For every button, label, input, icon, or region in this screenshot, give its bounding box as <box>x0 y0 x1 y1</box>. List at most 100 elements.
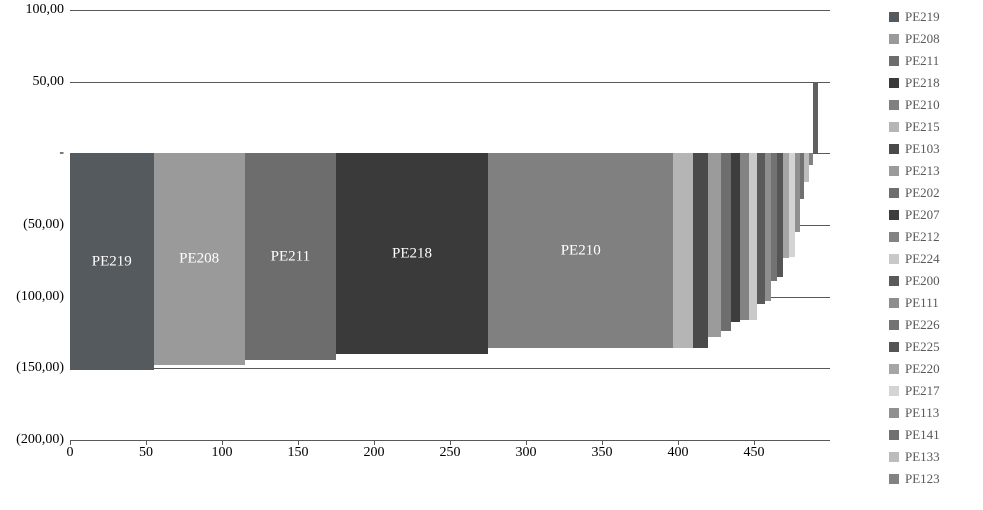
bar-extra <box>813 82 818 154</box>
plot-area: 100,0050,00-(50,00)(100,00)(150,00)(200,… <box>70 10 830 441</box>
legend-item: PE123 <box>889 468 979 490</box>
x-tick-label: 100 <box>212 440 233 460</box>
legend-item: PE111 <box>889 292 979 314</box>
bar-PE207 <box>731 153 740 322</box>
legend-swatch <box>889 210 899 220</box>
legend-item: PE200 <box>889 270 979 292</box>
legend-swatch <box>889 298 899 308</box>
legend-swatch <box>889 188 899 198</box>
legend-label: PE208 <box>905 31 940 47</box>
legend-label: PE225 <box>905 339 940 355</box>
x-tick-label: 50 <box>139 440 153 460</box>
legend-item: PE202 <box>889 182 979 204</box>
legend-label: PE224 <box>905 251 940 267</box>
legend-item: PE212 <box>889 226 979 248</box>
y-tick-label: - <box>4 146 70 160</box>
legend-swatch <box>889 430 899 440</box>
bar-label: PE210 <box>561 242 601 259</box>
gridline-y <box>70 10 830 11</box>
legend-swatch <box>889 276 899 286</box>
x-tick-label: 450 <box>744 440 765 460</box>
bar-PE123 <box>809 153 814 164</box>
bar-PE212 <box>740 153 749 319</box>
x-tick-label: 200 <box>364 440 385 460</box>
y-tick-label: (200,00) <box>4 433 70 447</box>
bar-PE200 <box>757 153 765 304</box>
legend-item: PE103 <box>889 138 979 160</box>
legend-item: PE210 <box>889 94 979 116</box>
mac-chart: 100,0050,00-(50,00)(100,00)(150,00)(200,… <box>70 0 880 470</box>
legend-item: PE113 <box>889 402 979 424</box>
bar-PE213 <box>708 153 720 336</box>
legend-item: PE133 <box>889 446 979 468</box>
legend-item: PE218 <box>889 72 979 94</box>
y-tick-label: 50,00 <box>4 75 70 89</box>
legend-item: PE213 <box>889 160 979 182</box>
legend-swatch <box>889 56 899 66</box>
x-tick-label: 250 <box>440 440 461 460</box>
legend-swatch <box>889 364 899 374</box>
legend-swatch <box>889 144 899 154</box>
legend-swatch <box>889 408 899 418</box>
legend-swatch <box>889 12 899 22</box>
x-tick-label: 300 <box>516 440 537 460</box>
legend-label: PE217 <box>905 383 940 399</box>
legend-swatch <box>889 34 899 44</box>
legend-label: PE111 <box>905 295 939 311</box>
y-tick-label: (150,00) <box>4 361 70 375</box>
legend-swatch <box>889 386 899 396</box>
legend-item: PE211 <box>889 50 979 72</box>
legend-label: PE210 <box>905 97 940 113</box>
legend-label: PE213 <box>905 163 940 179</box>
legend-item: PE219 <box>889 6 979 28</box>
legend-item: PE226 <box>889 314 979 336</box>
gridline-y <box>70 82 830 83</box>
y-tick-label: (50,00) <box>4 218 70 232</box>
legend-label: PE215 <box>905 119 940 135</box>
legend-item: PE215 <box>889 116 979 138</box>
legend-item: PE224 <box>889 248 979 270</box>
legend-swatch <box>889 166 899 176</box>
legend-label: PE202 <box>905 185 940 201</box>
legend-label: PE219 <box>905 9 940 25</box>
bar-label: PE208 <box>179 251 219 268</box>
legend-swatch <box>889 100 899 110</box>
legend-swatch <box>889 122 899 132</box>
legend-swatch <box>889 320 899 330</box>
legend-swatch <box>889 254 899 264</box>
legend-swatch <box>889 342 899 352</box>
legend-label: PE211 <box>905 53 939 69</box>
legend-label: PE103 <box>905 141 940 157</box>
bar-PE224 <box>749 153 757 319</box>
legend-item: PE141 <box>889 424 979 446</box>
legend-label: PE218 <box>905 75 940 91</box>
legend-label: PE207 <box>905 207 940 223</box>
bar-PE202 <box>721 153 732 331</box>
bar-PE215 <box>673 153 693 348</box>
legend-label: PE200 <box>905 273 940 289</box>
legend-item: PE207 <box>889 204 979 226</box>
x-tick-label: 400 <box>668 440 689 460</box>
bar-label: PE219 <box>92 253 132 270</box>
legend-item: PE220 <box>889 358 979 380</box>
legend: PE219 PE208 PE211 PE218 PE210 PE215 PE103 PE213… <box>889 6 979 490</box>
bar-PE103 <box>693 153 708 348</box>
legend-label: PE220 <box>905 361 940 377</box>
legend-label: PE133 <box>905 449 940 465</box>
legend-label: PE226 <box>905 317 940 333</box>
bar-label: PE218 <box>392 245 432 262</box>
legend-label: PE141 <box>905 427 940 443</box>
legend-swatch <box>889 474 899 484</box>
legend-swatch <box>889 452 899 462</box>
legend-swatch <box>889 232 899 242</box>
legend-label: PE113 <box>905 405 939 421</box>
legend-item: PE208 <box>889 28 979 50</box>
gridline-y <box>70 368 830 369</box>
x-tick-label: 0 <box>67 440 74 460</box>
x-tick-label: 350 <box>592 440 613 460</box>
legend-item: PE217 <box>889 380 979 402</box>
x-tick-label: 150 <box>288 440 309 460</box>
legend-swatch <box>889 78 899 88</box>
bar-label: PE211 <box>271 248 310 265</box>
legend-label: PE123 <box>905 471 940 487</box>
